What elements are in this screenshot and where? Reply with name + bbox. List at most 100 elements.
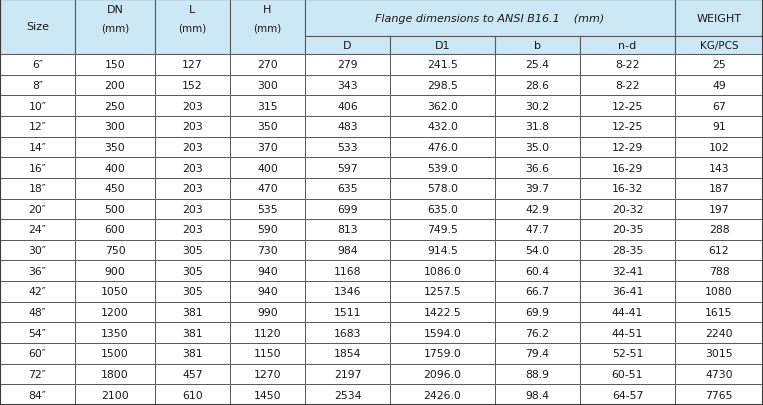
Bar: [230, 364, 305, 384]
Bar: [495, 302, 580, 323]
Text: 984: 984: [337, 245, 358, 256]
Bar: [0, 364, 75, 384]
Text: 44-41: 44-41: [612, 307, 643, 317]
Bar: [390, 323, 495, 343]
Bar: [390, 281, 495, 302]
Text: 44-51: 44-51: [612, 328, 643, 338]
Text: 203: 203: [182, 205, 203, 214]
Bar: [155, 158, 230, 179]
Bar: [75, 96, 155, 117]
Text: 67: 67: [712, 101, 726, 111]
Text: (mm): (mm): [101, 23, 129, 33]
Bar: [230, 158, 305, 179]
Text: 28.6: 28.6: [526, 81, 549, 91]
Bar: [155, 364, 230, 384]
Bar: [675, 75, 763, 96]
Bar: [305, 261, 390, 281]
Text: (mm): (mm): [179, 23, 207, 33]
Bar: [230, 323, 305, 343]
Text: 54.0: 54.0: [526, 245, 549, 256]
Bar: [230, 179, 305, 199]
Bar: [155, 55, 230, 75]
Text: 315: 315: [257, 101, 278, 111]
Bar: [675, 220, 763, 240]
Bar: [155, 137, 230, 158]
Text: 749.5: 749.5: [427, 225, 458, 235]
Text: 3015: 3015: [705, 349, 732, 358]
Bar: [580, 75, 675, 96]
Bar: [580, 220, 675, 240]
Bar: [75, 137, 155, 158]
Bar: [230, 0, 305, 55]
Text: 6″: 6″: [32, 60, 43, 70]
Text: 450: 450: [105, 184, 125, 194]
Text: 47.7: 47.7: [526, 225, 549, 235]
Text: 381: 381: [182, 349, 203, 358]
Text: 16-32: 16-32: [612, 184, 643, 194]
Bar: [75, 240, 155, 261]
Bar: [390, 240, 495, 261]
Bar: [580, 261, 675, 281]
Text: 305: 305: [182, 245, 203, 256]
Bar: [155, 75, 230, 96]
Text: 279: 279: [337, 60, 358, 70]
Text: 1450: 1450: [253, 390, 282, 400]
Bar: [580, 117, 675, 137]
Text: 32-41: 32-41: [612, 266, 643, 276]
Text: 20-35: 20-35: [612, 225, 643, 235]
Text: 60.4: 60.4: [526, 266, 549, 276]
Bar: [75, 343, 155, 364]
Text: D: D: [343, 41, 352, 51]
Text: 1422.5: 1422.5: [423, 307, 462, 317]
Text: 48″: 48″: [28, 307, 47, 317]
Bar: [0, 261, 75, 281]
Bar: [230, 220, 305, 240]
Text: 600: 600: [105, 225, 125, 235]
Text: 406: 406: [337, 101, 358, 111]
Bar: [0, 281, 75, 302]
Bar: [0, 137, 75, 158]
Bar: [580, 364, 675, 384]
Text: 1150: 1150: [253, 349, 282, 358]
Bar: [675, 323, 763, 343]
Bar: [305, 158, 390, 179]
Bar: [305, 0, 675, 37]
Text: 813: 813: [337, 225, 358, 235]
Bar: [495, 220, 580, 240]
Text: 1683: 1683: [333, 328, 361, 338]
Bar: [675, 384, 763, 405]
Bar: [155, 384, 230, 405]
Bar: [230, 199, 305, 220]
Bar: [305, 199, 390, 220]
Text: 381: 381: [182, 307, 203, 317]
Text: 79.4: 79.4: [526, 349, 549, 358]
Bar: [230, 384, 305, 405]
Text: 2096.0: 2096.0: [423, 369, 462, 379]
Bar: [75, 364, 155, 384]
Bar: [675, 240, 763, 261]
Bar: [155, 179, 230, 199]
Text: 42.9: 42.9: [526, 205, 549, 214]
Text: 4730: 4730: [705, 369, 732, 379]
Bar: [495, 199, 580, 220]
Bar: [0, 0, 75, 55]
Text: 66.7: 66.7: [526, 287, 549, 297]
Bar: [495, 75, 580, 96]
Bar: [75, 0, 155, 55]
Bar: [580, 37, 675, 55]
Text: 36″: 36″: [28, 266, 47, 276]
Text: 1086.0: 1086.0: [423, 266, 462, 276]
Text: 1200: 1200: [101, 307, 129, 317]
Text: 88.9: 88.9: [526, 369, 549, 379]
Text: 2534: 2534: [333, 390, 361, 400]
Bar: [675, 179, 763, 199]
Bar: [390, 117, 495, 137]
Text: 270: 270: [257, 60, 278, 70]
Bar: [675, 281, 763, 302]
Text: 98.4: 98.4: [526, 390, 549, 400]
Bar: [390, 220, 495, 240]
Bar: [495, 281, 580, 302]
Text: 7765: 7765: [705, 390, 732, 400]
Bar: [390, 137, 495, 158]
Bar: [675, 199, 763, 220]
